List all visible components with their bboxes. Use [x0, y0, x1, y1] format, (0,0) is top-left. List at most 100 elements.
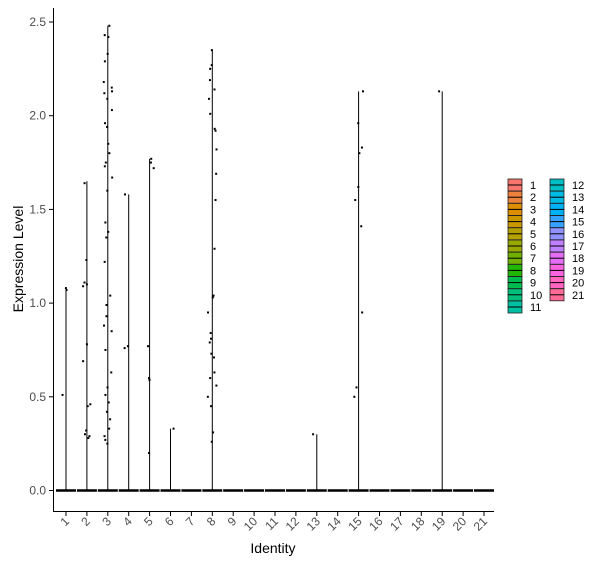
data-point	[213, 88, 216, 91]
legend-label: 19	[572, 265, 584, 277]
legend-item-6: 6	[507, 239, 536, 253]
legend-label: 3	[530, 204, 536, 216]
data-point	[360, 225, 363, 228]
data-point	[103, 435, 106, 438]
data-point	[147, 345, 150, 348]
legend-label: 1	[530, 180, 536, 192]
x-tick-label: 8	[204, 514, 219, 529]
data-point	[152, 167, 155, 170]
x-tick-label: 20	[450, 514, 470, 534]
data-point	[82, 360, 85, 363]
y-tick-label: 2.0	[29, 109, 46, 123]
data-point	[212, 294, 215, 297]
violin-5	[139, 158, 160, 492]
x-tick-label: 12	[283, 514, 303, 534]
x-tick-label: 17	[387, 514, 407, 534]
x-tick-label: 7	[183, 514, 198, 529]
data-point	[210, 64, 213, 67]
data-point	[148, 452, 151, 455]
y-ticks: 0.0 0.5 1.0 1.5 2.0 2.5	[29, 15, 53, 498]
legend-label: 9	[530, 278, 536, 290]
legend-item-13: 13	[549, 190, 584, 204]
legend-label: 21	[572, 290, 584, 302]
legend-item-17: 17	[549, 239, 584, 253]
data-point	[215, 384, 218, 387]
data-point	[109, 294, 112, 297]
data-point	[213, 127, 216, 130]
legend-item-5: 5	[507, 227, 536, 241]
data-point	[83, 433, 86, 436]
data-point	[214, 129, 217, 132]
violin-2	[76, 181, 97, 492]
legend-label: 2	[530, 192, 536, 204]
data-point	[126, 345, 129, 348]
data-point	[107, 142, 110, 145]
data-point	[123, 347, 126, 350]
data-point	[106, 52, 109, 55]
violin-15	[348, 91, 369, 492]
y-tick-label: 1.0	[29, 296, 46, 310]
data-point	[105, 303, 108, 306]
data-point	[150, 157, 153, 160]
data-point	[103, 165, 106, 168]
axes	[53, 8, 494, 512]
x-tick-label: 16	[366, 514, 386, 534]
legend-item-11: 11	[507, 300, 541, 314]
x-tick-label: 6	[162, 514, 177, 529]
data-point	[215, 148, 218, 151]
data-point	[110, 109, 113, 112]
x-tick-label: 14	[324, 514, 344, 534]
legend-label: 7	[530, 253, 536, 265]
legend-label: 5	[530, 229, 536, 241]
data-point	[206, 395, 209, 398]
x-tick-label: 15	[345, 514, 365, 534]
data-point	[108, 24, 111, 27]
x-axis-label: Identity	[250, 540, 295, 556]
data-point	[355, 386, 358, 389]
data-point	[106, 442, 109, 445]
data-point	[105, 236, 108, 239]
y-tick-label: 2.5	[29, 15, 46, 29]
violin-4	[118, 194, 139, 492]
data-point	[208, 341, 211, 344]
x-tick-label: 4	[120, 514, 135, 529]
data-point	[103, 34, 106, 37]
data-point	[362, 90, 365, 93]
violins	[56, 25, 494, 492]
data-point	[111, 176, 114, 179]
data-point	[103, 60, 106, 63]
legend-label: 12	[572, 180, 584, 192]
data-point	[213, 371, 216, 374]
data-point	[209, 67, 212, 70]
data-point	[85, 283, 88, 286]
data-point	[208, 79, 211, 82]
x-tick-label: 9	[225, 514, 240, 529]
x-tick-label: 11	[262, 514, 281, 533]
legend-item-7: 7	[507, 251, 536, 265]
data-point	[104, 122, 107, 125]
data-point	[103, 260, 106, 263]
data-point	[111, 90, 114, 93]
legend-item-4: 4	[507, 215, 536, 229]
y-axis-label: Expression Level	[10, 206, 26, 313]
data-point	[85, 429, 88, 432]
data-point	[104, 393, 107, 396]
legend-label: 14	[572, 204, 584, 216]
data-point	[212, 431, 215, 434]
data-point	[104, 438, 107, 441]
x-ticks: 1 2 3 4 5 6 7 8 9 10 11 12 13 14 15 16 17 18 19 20 21	[57, 512, 490, 534]
x-tick-label: 21	[471, 514, 491, 534]
data-point	[148, 377, 151, 380]
data-point	[213, 247, 216, 250]
x-tick-label: 18	[408, 514, 428, 534]
legend-label: 8	[530, 265, 536, 277]
data-point	[103, 324, 106, 327]
data-point	[106, 386, 109, 389]
x-tick-label: 13	[304, 514, 324, 534]
data-point	[354, 199, 357, 202]
legend-label: 15	[572, 217, 584, 229]
data-point	[110, 330, 113, 333]
data-point	[353, 395, 356, 398]
data-point	[207, 97, 210, 100]
